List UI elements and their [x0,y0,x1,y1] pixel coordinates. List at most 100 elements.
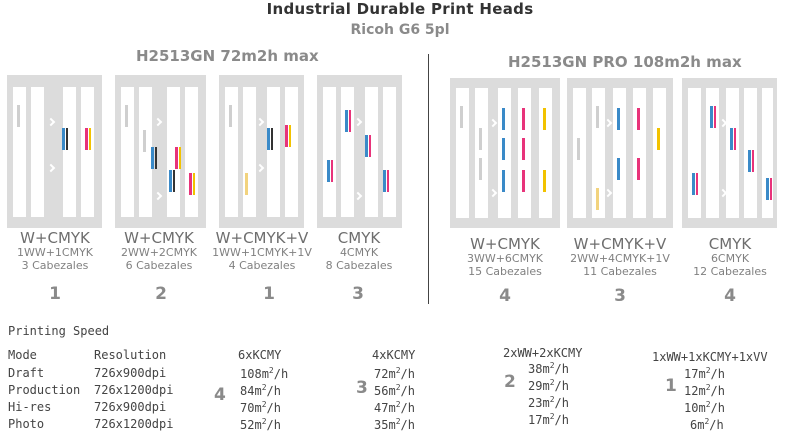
config-name: W+CMYK [470,235,540,253]
cyan-head [617,158,620,180]
config-number-5: 4 [499,286,511,306]
page-title: Industrial Durable Print Heads [266,0,534,18]
black-head [155,147,157,169]
config-number-2: 2 [155,284,167,304]
head-diagram-7 [682,78,777,228]
config-heads: 12 Cabezales [693,264,767,278]
yellow-head [179,147,181,169]
config-number-4: 3 [352,284,364,304]
speed-value: 23m2/h [528,395,569,410]
head-diagram-1 [7,75,102,228]
speed-resolution-header: Resolution [94,348,167,362]
magenta-head [696,173,698,195]
config-detail: 2WW+2CMYK [120,246,198,260]
magenta-head [522,108,525,130]
speed-column-header: 4xKCMY [372,348,416,362]
cyan-head [710,106,713,128]
magenta-head [770,178,772,200]
cyan-head [151,147,154,169]
magenta-head [752,150,754,172]
speed-mode-header: Mode [8,348,37,362]
magenta-head [522,138,525,160]
config-detail: 6CMYK [710,252,750,266]
white-head [577,138,580,160]
cyan-head [62,128,65,150]
config-detail: 1WW+1CMYK [16,246,94,260]
magenta-head [637,108,640,130]
yellow-head [543,170,546,192]
speed-value: 56m2/h [374,383,415,398]
white-head [479,128,482,150]
cyan-head [730,128,733,150]
cyan-head [169,170,172,192]
speed-mode: Hi-res [8,400,52,414]
white-head [596,106,599,128]
speed-column-number: 1 [665,376,677,396]
black-head [66,128,68,150]
cyan-head [748,150,751,172]
cyan-head [617,108,620,130]
config-detail: 4CMYK [339,246,379,260]
magenta-head [714,106,716,128]
config-heads: 6 Cabezales [125,258,193,272]
head-diagram-5 [450,78,560,228]
head-diagram-6 [567,78,673,228]
config-name: CMYK [337,229,381,247]
speed-value: 6m2/h [690,417,724,432]
config-name: W+CMYK [20,229,90,247]
config-name: W+CMYK+V [573,235,667,253]
config-caption-5: W+CMYK 3WW+6CMYK 15 Cabezales [450,235,560,279]
config-number-1: 1 [49,284,61,304]
speed-value: 12m2/h [684,383,725,398]
config-heads: 3 Cabezales [21,258,89,272]
speed-column-number: 3 [356,378,368,398]
page-subtitle: Ricoh G6 5pl [350,22,450,38]
config-caption-2: W+CMYK 2WW+2CMYK 6 Cabezales [108,229,210,273]
magenta-head [522,170,525,192]
config-caption-4: CMYK 4CMYK 8 Cabezales [310,229,408,273]
magenta-head [85,128,88,150]
speed-column-header: 2xWW+2xKCMY [503,346,583,360]
varnish-head [596,188,599,210]
speed-resolution: 726x900dpi [94,400,167,414]
speed-resolution: 726x900dpi [94,366,167,380]
magenta-head [349,110,351,132]
yellow-head [289,125,291,147]
yellow-head [193,173,195,195]
speed-value: 17m2/h [528,412,569,427]
head-diagram-2 [115,75,206,228]
magenta-head [369,135,371,157]
white-head [460,106,463,128]
group-divider [428,54,429,304]
white-head [229,105,232,127]
speed-value: 72m2/h [374,366,415,381]
config-name: CMYK [708,235,752,253]
config-caption-6: W+CMYK+V 2WW+4CMYK+1V 11 Cabezales [562,235,678,279]
config-heads: 8 Cabezales [325,258,393,272]
white-head [17,105,20,127]
cyan-head [692,173,695,195]
cyan-head [267,128,270,150]
group-title-standard: H2513GN 72m2h max [136,47,319,65]
magenta-head [175,147,178,169]
config-number-3: 1 [263,284,275,304]
black-head [173,170,175,192]
magenta-head [189,173,192,195]
yellow-head [657,128,660,150]
white-head [125,105,128,127]
head-diagram-4 [317,75,402,228]
magenta-head [637,158,640,180]
group-title-pro: H2513GN PRO 108m2h max [508,53,742,71]
config-number-6: 3 [614,286,626,306]
speed-value: 108m2/h [240,366,289,381]
config-heads: 4 Cabezales [228,258,296,272]
white-head [479,158,482,180]
magenta-head [734,128,736,150]
black-head [271,128,273,150]
config-number-7: 4 [724,286,736,306]
magenta-head [331,160,333,182]
white-head [143,130,146,152]
config-caption-1: W+CMYK 1WW+1CMYK 3 Cabezales [4,229,106,273]
cyan-head [383,170,386,192]
config-caption-3: W+CMYK+V 1WW+1CMYK+1V 4 Cabezales [210,229,314,273]
